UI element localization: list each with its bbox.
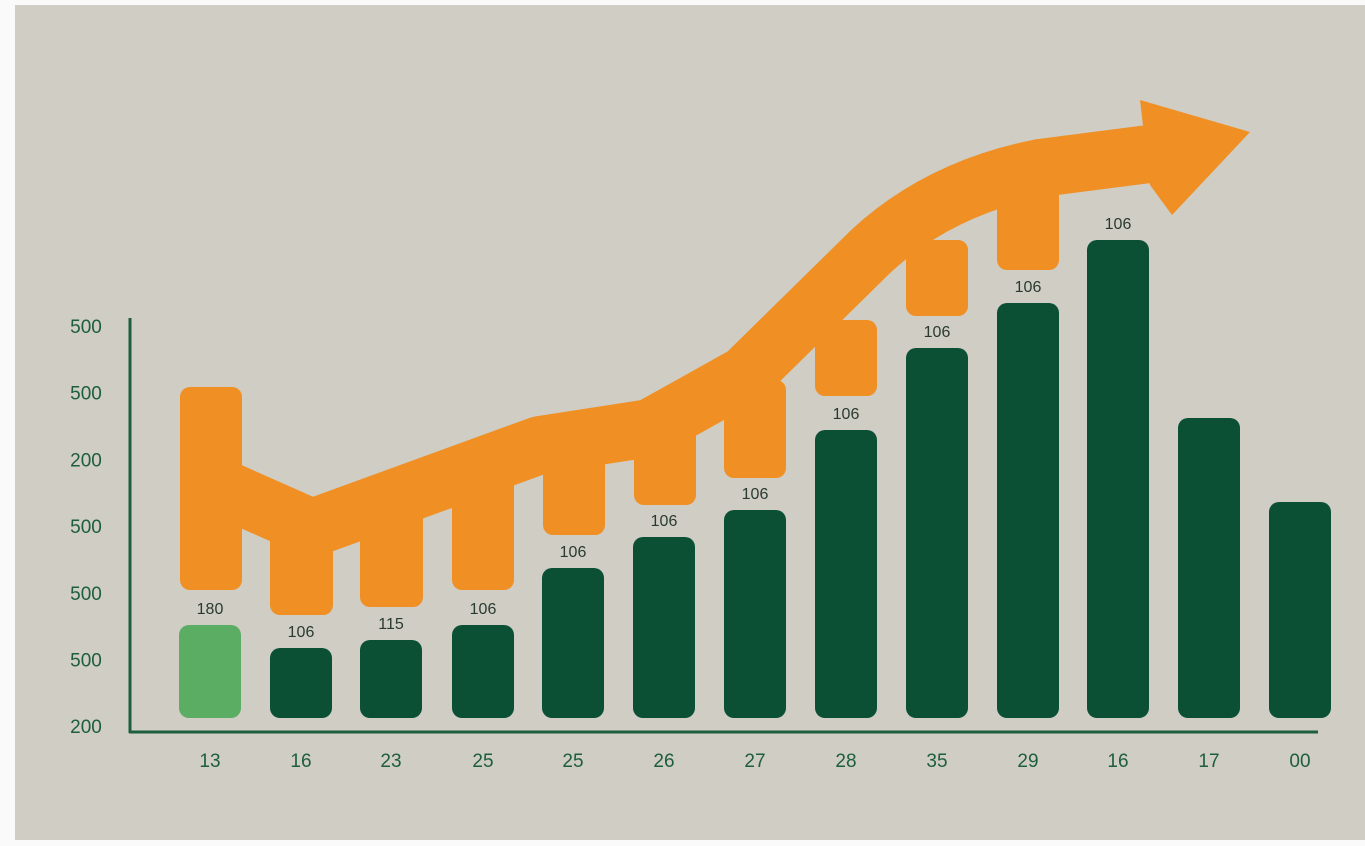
x-axis-label: 26 bbox=[653, 751, 674, 772]
y-axis-label: 200 bbox=[70, 717, 102, 738]
bar bbox=[997, 303, 1059, 718]
bar-label: 106 bbox=[651, 513, 678, 530]
x-axis-label: 27 bbox=[744, 751, 765, 772]
x-axis-label: 23 bbox=[380, 751, 401, 772]
bar-label: 106 bbox=[742, 486, 769, 503]
trend-arrow bbox=[180, 100, 1250, 615]
y-axis-label: 500 bbox=[70, 517, 102, 538]
bar bbox=[1269, 502, 1331, 718]
bar bbox=[360, 640, 422, 718]
x-axis-label: 25 bbox=[472, 751, 493, 772]
arrow-tab bbox=[180, 387, 242, 590]
y-axis-label: 500 bbox=[70, 384, 102, 405]
y-axis-label: 200 bbox=[70, 450, 102, 471]
bar-label: 106 bbox=[470, 601, 497, 618]
bar-label: 106 bbox=[1105, 216, 1132, 233]
x-axis-label: 16 bbox=[1107, 751, 1128, 772]
bar-label: 106 bbox=[1015, 279, 1042, 296]
bar bbox=[906, 348, 968, 718]
x-axis-label: 13 bbox=[199, 751, 220, 772]
x-axis-label: 35 bbox=[926, 751, 947, 772]
bar bbox=[1178, 418, 1240, 718]
x-axis-label: 28 bbox=[835, 751, 856, 772]
bar bbox=[452, 625, 514, 718]
arrow-tab bbox=[815, 320, 877, 396]
bar bbox=[542, 568, 604, 718]
bar-label: 106 bbox=[833, 406, 860, 423]
x-axis-label: 00 bbox=[1289, 751, 1310, 772]
y-axis-label: 500 bbox=[70, 317, 102, 338]
x-axis-label: 29 bbox=[1017, 751, 1038, 772]
x-axis-label: 16 bbox=[290, 751, 311, 772]
bar bbox=[815, 430, 877, 718]
bar-label: 115 bbox=[378, 616, 404, 633]
bar-label: 106 bbox=[924, 324, 951, 341]
bar bbox=[1087, 240, 1149, 718]
bar bbox=[724, 510, 786, 718]
bar-label: 106 bbox=[288, 624, 315, 641]
arrow-head bbox=[1140, 100, 1250, 215]
bar-label: 180 bbox=[197, 601, 224, 618]
y-axis-label: 500 bbox=[70, 584, 102, 605]
y-axis-label: 500 bbox=[70, 651, 102, 672]
bar-label: 106 bbox=[560, 544, 587, 561]
x-axis-label: 25 bbox=[562, 751, 583, 772]
bar bbox=[270, 648, 332, 718]
bar bbox=[633, 537, 695, 718]
arrow-body bbox=[203, 121, 1184, 557]
arrow-tab bbox=[906, 240, 968, 316]
bar bbox=[179, 625, 241, 718]
x-axis-label: 17 bbox=[1198, 751, 1219, 772]
